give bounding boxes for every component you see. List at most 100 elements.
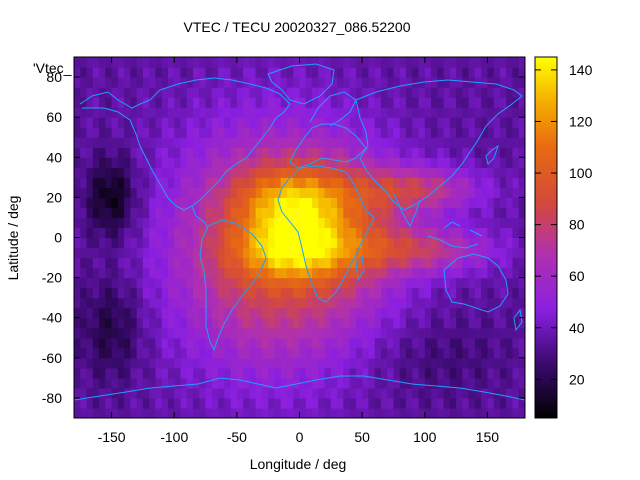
heatmap-cell: [243, 267, 250, 279]
heatmap-cell: [349, 137, 357, 148]
heatmap-cell: [506, 347, 514, 359]
heatmap-cell: [249, 327, 257, 339]
heatmap-cell: [86, 97, 94, 108]
heatmap-cell: [499, 117, 507, 128]
heatmap-cell: [443, 297, 451, 309]
heatmap-cell: [355, 167, 363, 178]
heatmap-cell: [243, 97, 250, 108]
heatmap-cell: [193, 177, 200, 188]
heatmap-cell: [418, 87, 426, 98]
heatmap-cell: [293, 337, 301, 349]
heatmap-cell: [499, 297, 507, 309]
heatmap-cell: [324, 167, 332, 178]
heatmap-cell: [305, 127, 313, 138]
heatmap-cell: [318, 77, 326, 88]
heatmap-cell: [155, 367, 163, 379]
heatmap-cell: [355, 377, 363, 389]
heatmap-cell: [199, 297, 207, 309]
heatmap-cell: [80, 237, 88, 249]
heatmap-cell: [111, 287, 119, 299]
heatmap-cell: [224, 127, 232, 138]
heatmap-cell: [174, 97, 182, 108]
heatmap-cell: [512, 247, 520, 259]
heatmap-cell: [368, 197, 376, 209]
heatmap-cell: [243, 257, 250, 269]
heatmap-cell: [186, 107, 194, 118]
heatmap-cell: [105, 227, 113, 239]
heatmap-cell: [518, 217, 525, 229]
heatmap-cell: [468, 117, 476, 128]
heatmap-cell: [180, 187, 188, 198]
heatmap-cell: [243, 107, 250, 118]
heatmap-cell: [343, 137, 351, 148]
heatmap-cell: [167, 337, 175, 349]
heatmap-cell: [92, 317, 100, 329]
heatmap-cell: [449, 357, 457, 369]
heatmap-cell: [155, 377, 163, 389]
x-tick-label: 150: [476, 429, 500, 445]
heatmap-cell: [117, 347, 125, 359]
heatmap-cell: [330, 187, 338, 198]
heatmap-cell: [437, 207, 445, 219]
heatmap-cell: [86, 347, 94, 359]
heatmap-cell: [149, 67, 157, 78]
heatmap-cell: [506, 97, 514, 108]
heatmap-cell: [512, 287, 520, 299]
heatmap-cell: [449, 187, 457, 198]
heatmap-cell: [105, 197, 113, 209]
heatmap-cell: [393, 217, 401, 229]
heatmap-cell: [111, 207, 119, 219]
heatmap-cell: [324, 87, 332, 98]
heatmap-cell: [487, 277, 495, 289]
heatmap-cell: [293, 67, 301, 78]
heatmap-cell: [268, 117, 276, 128]
heatmap-cell: [280, 357, 288, 369]
heatmap-cell: [412, 337, 420, 349]
heatmap-cell: [117, 287, 125, 299]
heatmap-cell: [318, 147, 326, 158]
heatmap-cell: [280, 277, 288, 289]
heatmap-cell: [180, 87, 188, 98]
heatmap-cell: [74, 107, 81, 118]
heatmap-cell: [399, 127, 407, 138]
heatmap-cell: [343, 197, 351, 209]
heatmap-cell: [393, 157, 401, 168]
heatmap-cell: [437, 277, 445, 289]
heatmap-cell: [487, 217, 495, 229]
heatmap-cell: [130, 407, 138, 418]
heatmap-cell: [136, 147, 144, 158]
heatmap-cell: [387, 77, 395, 88]
heatmap-cell: [362, 67, 369, 78]
heatmap-cell: [142, 167, 150, 178]
heatmap-cell: [86, 197, 94, 209]
heatmap-cell: [293, 347, 301, 359]
heatmap-cell: [305, 187, 313, 198]
heatmap-cell: [136, 257, 144, 269]
heatmap-cell: [349, 277, 357, 289]
heatmap-cell: [149, 57, 157, 68]
heatmap-cell: [193, 207, 200, 219]
heatmap-cell: [174, 357, 182, 369]
heatmap-cell: [180, 407, 188, 418]
heatmap-cell: [299, 317, 307, 329]
heatmap-cell: [405, 97, 413, 108]
heatmap-cell: [92, 277, 100, 289]
heatmap-cell: [412, 107, 420, 118]
heatmap-cell: [142, 357, 150, 369]
heatmap-cell: [456, 157, 463, 168]
heatmap-cell: [349, 197, 357, 209]
heatmap-cell: [299, 277, 307, 289]
heatmap-cell: [130, 397, 138, 409]
heatmap-cell: [149, 337, 157, 349]
heatmap-cell: [268, 387, 276, 399]
heatmap-cell: [286, 247, 294, 259]
heatmap-cell: [105, 147, 113, 158]
heatmap-cell: [268, 187, 276, 198]
heatmap-cell: [261, 307, 269, 319]
heatmap-cell: [180, 337, 188, 349]
heatmap-cell: [230, 377, 238, 389]
heatmap-cell: [167, 107, 175, 118]
heatmap-cell: [506, 157, 514, 168]
heatmap-cell: [405, 157, 413, 168]
heatmap-cell: [349, 387, 357, 399]
